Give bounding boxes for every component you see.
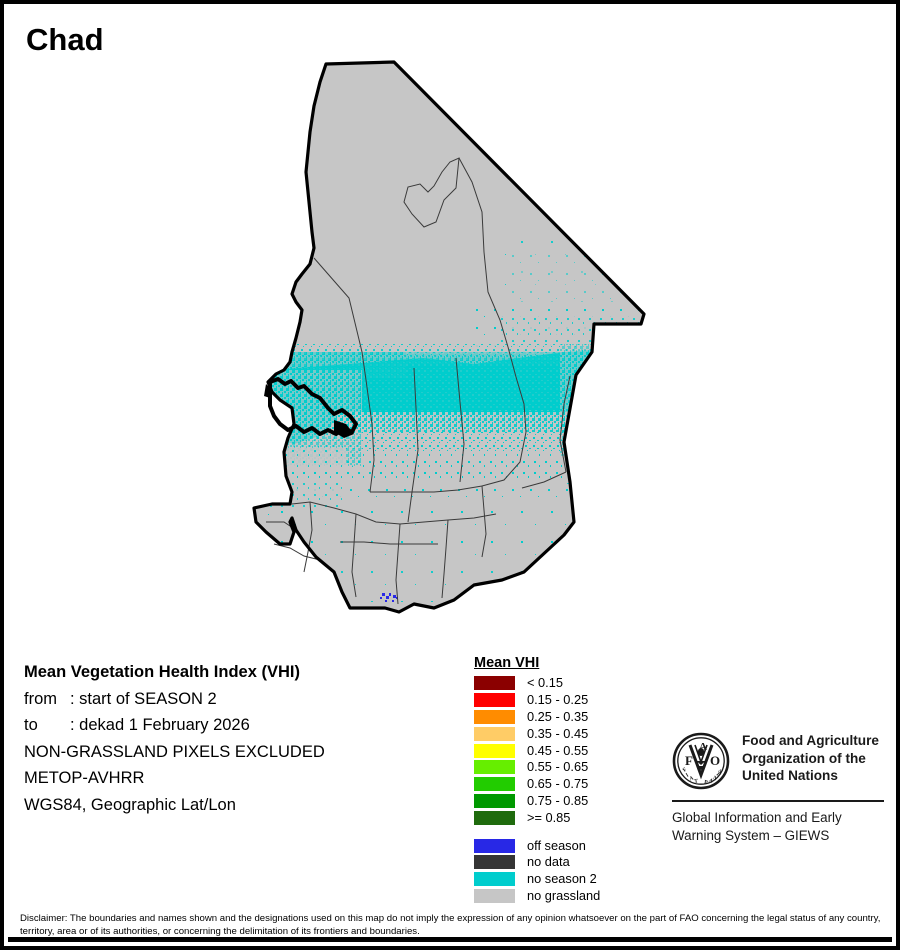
legend-item: >= 0.85 <box>474 809 654 826</box>
legend-label: 0.45 - 0.55 <box>527 742 589 758</box>
fao-org-line1: Food and Agriculture <box>742 733 879 748</box>
legend-swatch-icon <box>474 777 515 792</box>
legend-item: 0.75 - 0.85 <box>474 793 654 810</box>
svg-text:S: S <box>716 769 723 775</box>
legend-item: 0.25 - 0.35 <box>474 709 654 726</box>
fao-logo-icon: F A O F I A T P A N I S <box>672 732 730 790</box>
legend-label: 0.25 - 0.35 <box>527 708 589 724</box>
svg-text:F: F <box>685 753 693 768</box>
map-canvas[interactable] <box>4 52 896 642</box>
legend-swatch-icon <box>474 838 515 853</box>
legend-item: 0.55 - 0.65 <box>474 759 654 776</box>
legend-item-special: off season <box>474 837 654 854</box>
legend-swatch-icon <box>474 888 515 903</box>
giews-line2: Warning System – GIEWS <box>672 827 830 843</box>
fao-organization-name: Food and Agriculture Organization of the… <box>742 732 879 785</box>
info-projection: WGS84, Geographic Lat/Lon <box>24 795 236 814</box>
legend-swatch-icon <box>474 855 515 870</box>
legend-swatch-icon <box>474 793 515 808</box>
legend-item-special: no data <box>474 854 654 871</box>
legend-swatch-icon <box>474 743 515 758</box>
svg-text:F: F <box>682 766 689 773</box>
legend-item-special: no season 2 <box>474 871 654 888</box>
legend-item: 0.45 - 0.55 <box>474 742 654 759</box>
legend-swatch-icon <box>474 693 515 708</box>
legend-swatch-icon <box>474 760 515 775</box>
legend-label: 0.35 - 0.45 <box>527 725 589 741</box>
fao-branding-block: F A O F I A T P A N I S <box>672 732 887 844</box>
legend-label: 0.75 - 0.85 <box>527 792 589 808</box>
legend-label: < 0.15 <box>527 675 563 691</box>
legend-label: >= 0.85 <box>527 809 571 825</box>
fao-org-line2: Organization of the <box>742 750 866 766</box>
svg-text:P: P <box>704 780 709 787</box>
fao-divider <box>672 800 884 802</box>
legend-divider <box>474 826 654 837</box>
svg-text:A: A <box>689 775 695 782</box>
page-title: Chad <box>26 22 104 57</box>
legend-label: off season <box>527 837 586 853</box>
svg-text:I: I <box>715 772 721 778</box>
info-sensor: METOP-AVHRR <box>24 769 145 787</box>
info-heading: Mean Vegetation Health Index (VHI) <box>24 663 300 681</box>
legend-label: no season 2 <box>527 871 597 887</box>
legend-swatch-icon <box>474 872 515 887</box>
info-to-label: to <box>24 716 38 734</box>
legend-label: no data <box>527 854 570 870</box>
info-to-value: : dekad 1 February 2026 <box>70 716 250 734</box>
country-outline <box>252 60 646 614</box>
svg-text:T: T <box>694 778 699 785</box>
svg-text:O: O <box>710 753 720 768</box>
giews-line1: Global Information and Early <box>672 810 842 825</box>
legend-title: Mean VHI <box>474 655 540 671</box>
legend-item: 0.15 - 0.25 <box>474 692 654 709</box>
info-to-row: to : dekad 1 February 2026 <box>24 712 454 739</box>
info-from-row: from : start of SEASON 2 <box>24 686 454 713</box>
legend-label: no grassland <box>527 887 601 903</box>
legend-label: 0.55 - 0.65 <box>527 759 589 775</box>
legend-item: < 0.15 <box>474 675 654 692</box>
legend-swatch-icon <box>474 676 515 691</box>
map-info-block: Mean Vegetation Health Index (VHI) from:… <box>24 659 454 818</box>
admin-boundaries <box>266 157 571 605</box>
legend-swatch-icon <box>474 709 515 724</box>
legend-item-special: no grassland <box>474 888 654 905</box>
disclaimer-text: Disclaimer: The boundaries and names sho… <box>20 913 881 937</box>
svg-text:I: I <box>685 772 690 778</box>
info-exclusion: NON-GRASSLAND PIXELS EXCLUDED <box>24 742 325 761</box>
fao-logo-row: F A O F I A T P A N I S <box>672 732 887 790</box>
info-from-label: from <box>24 689 57 708</box>
fao-org-line3: United Nations <box>742 768 838 783</box>
svg-text:A: A <box>708 778 714 785</box>
legend: Mean VHI < 0.15 0.15 - 0.25 0.25 - 0.35 … <box>474 655 654 904</box>
giews-name: Global Information and Early Warning Sys… <box>672 809 887 844</box>
info-from-value: : start of SEASON 2 <box>70 689 217 708</box>
legend-swatch-icon <box>474 726 515 741</box>
svg-text:N: N <box>711 775 718 782</box>
legend-swatch-icon <box>474 810 515 825</box>
legend-label: 0.15 - 0.25 <box>527 692 589 708</box>
legend-item: 0.65 - 0.75 <box>474 776 654 793</box>
footer-rule <box>8 937 892 942</box>
legend-item: 0.35 - 0.45 <box>474 725 654 742</box>
legend-label: 0.65 - 0.75 <box>527 776 589 792</box>
svg-text:A: A <box>699 741 707 753</box>
